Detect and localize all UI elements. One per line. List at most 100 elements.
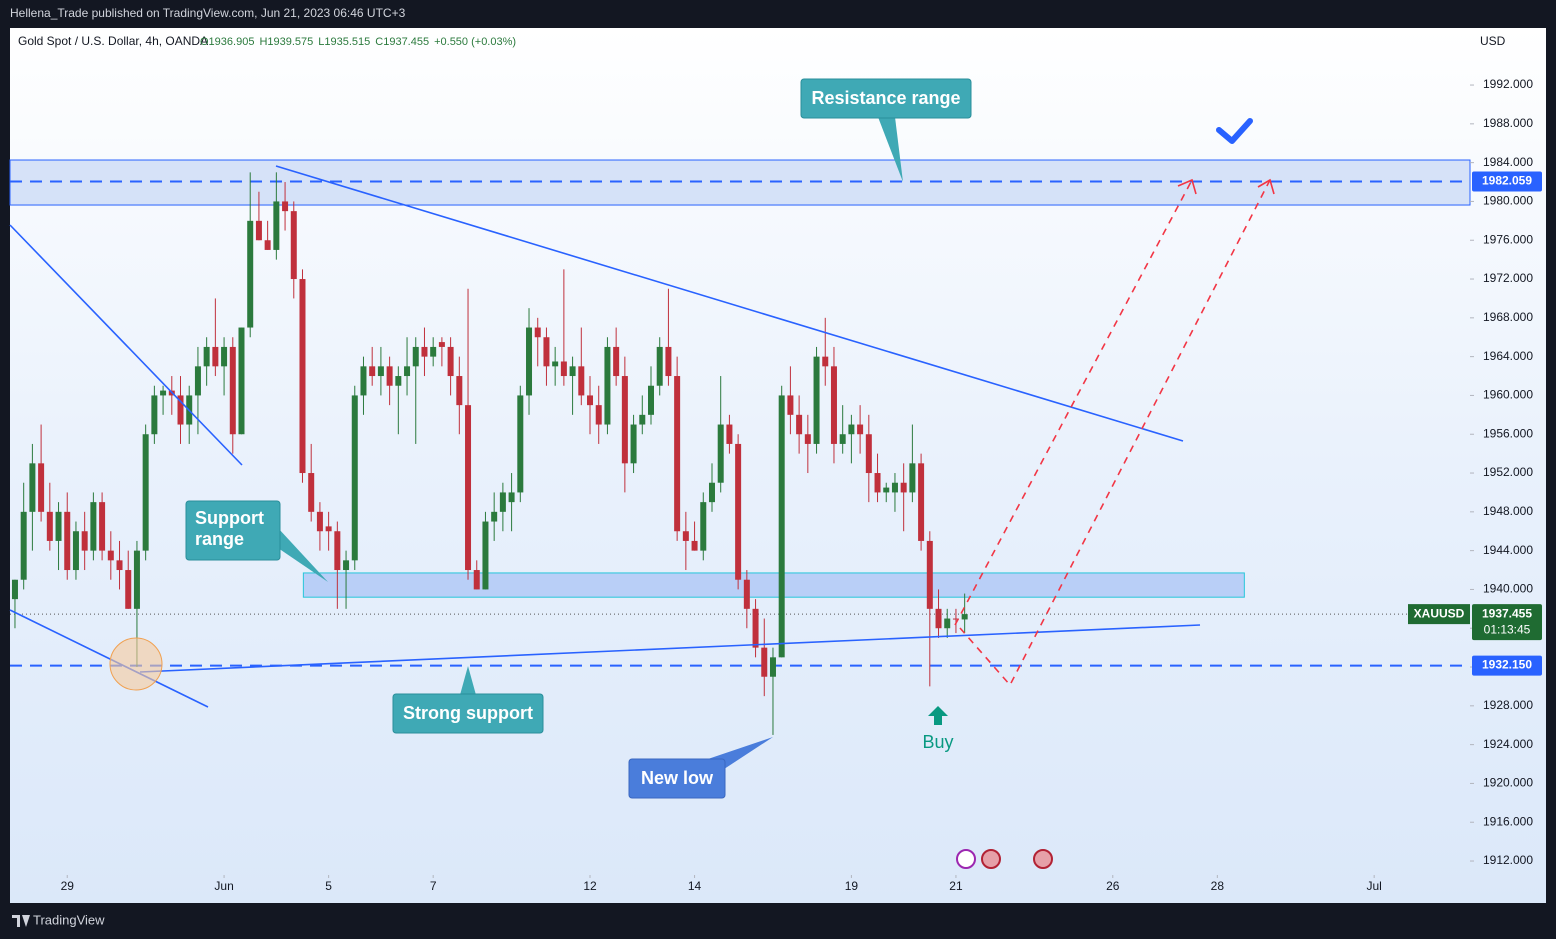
candle-body (491, 511, 498, 522)
candle-body (543, 337, 550, 367)
chart-area (10, 28, 1546, 903)
candle-body (647, 385, 654, 415)
x-tick-label: Jun (214, 879, 233, 893)
y-tick-label: 1972.000 (1483, 271, 1533, 285)
candle-body (20, 511, 27, 580)
y-tick-label: 1920.000 (1483, 776, 1533, 790)
price-tag-label: 1982.059 (1482, 174, 1532, 188)
countdown: 01:13:45 (1484, 622, 1531, 636)
y-tick-label: 1952.000 (1483, 465, 1533, 479)
y-tick-label: 1964.000 (1483, 349, 1533, 363)
candle-body (46, 511, 53, 541)
candle-body (682, 531, 689, 541)
candle-body (674, 376, 681, 532)
candle-body (865, 434, 872, 474)
y-tick-label: 1912.000 (1483, 853, 1533, 867)
drawings (9, 118, 1275, 708)
candle-body (142, 434, 149, 551)
resistance-zone (9, 159, 1471, 206)
candle-body (665, 346, 672, 377)
candle-body (691, 540, 698, 551)
x-tick-label: 14 (688, 879, 702, 893)
y-tick-label: 1916.000 (1483, 814, 1533, 828)
candle-body (11, 579, 18, 600)
x-tick-label: 5 (325, 879, 332, 893)
trend-line (9, 224, 243, 466)
callout-box (800, 78, 972, 119)
projection (954, 179, 1193, 626)
candle-body (421, 346, 428, 357)
candle-body (752, 608, 759, 648)
candle-body (369, 366, 376, 377)
callout-pointer (878, 117, 903, 182)
candle-body (290, 211, 297, 280)
candle-body (64, 511, 71, 571)
candle-body (743, 579, 750, 609)
candle-body (874, 473, 881, 493)
candle-body (813, 356, 820, 444)
candle-body (787, 395, 794, 415)
support-zone (302, 572, 1245, 598)
y-tick-label: 1988.000 (1483, 116, 1533, 130)
x-tick-label: 7 (430, 879, 437, 893)
callout-text: New low (641, 768, 714, 788)
candle-body (90, 502, 97, 551)
candle-body (107, 550, 114, 561)
trend-line (9, 609, 209, 708)
y-tick-label: 1984.000 (1483, 155, 1533, 169)
candle-body (395, 376, 402, 386)
y-tick-label: 1940.000 (1483, 582, 1533, 596)
y-tick-label: 1980.000 (1483, 194, 1533, 208)
candle-body (456, 376, 463, 406)
candle-body (935, 608, 942, 629)
symbol-title: Gold Spot / U.S. Dollar, 4h, OANDA (18, 34, 208, 48)
candle-body (717, 424, 724, 483)
logo-icon (12, 915, 30, 927)
candle-body (534, 327, 541, 338)
candle-body (891, 482, 898, 493)
candle-body (587, 395, 594, 406)
price-tag (1472, 655, 1542, 676)
arrow-head (1257, 178, 1275, 195)
candle-body (282, 201, 289, 212)
candle-body (560, 361, 567, 377)
candle-body (700, 502, 707, 551)
candle-body (264, 240, 271, 250)
candle-body (221, 346, 228, 367)
candle-body (804, 434, 811, 444)
callout-text: Resistance range (811, 88, 960, 108)
candle-body (944, 618, 951, 629)
candle-body (508, 492, 515, 503)
candle-body (830, 366, 837, 444)
legend-value: H1939.575 (259, 36, 313, 48)
candle-body (708, 482, 715, 503)
candle-body (639, 414, 646, 425)
y-tick-label: 1928.000 (1483, 698, 1533, 712)
callout-text: Support (195, 508, 264, 528)
candle-body (621, 376, 628, 464)
callout-pointer (278, 528, 328, 582)
candle-body (595, 405, 602, 425)
event-icon (981, 849, 1001, 869)
price-tag-label: 1932.150 (1482, 658, 1532, 672)
x-tick-label: 21 (949, 879, 963, 893)
candle-body (839, 434, 846, 444)
candle-body (160, 390, 167, 396)
candle-body (761, 647, 768, 677)
candle-body (133, 550, 140, 609)
candle-body (900, 482, 907, 493)
candle-body (72, 531, 79, 571)
legend-value: C1937.455 (375, 36, 429, 48)
candle-body (578, 366, 585, 396)
buy-arrow (928, 706, 948, 725)
symbol-tag: XAUUSD (1414, 606, 1465, 620)
buy-label: Buy (922, 732, 953, 752)
candle-body (308, 473, 315, 512)
price-tag-label: 1937.455 (1482, 606, 1532, 620)
trend-line (275, 165, 1184, 442)
y-tick-label: 1924.000 (1483, 737, 1533, 751)
candle-body (499, 492, 506, 512)
legend-value: O1936.905 (200, 36, 254, 48)
candle-body (343, 560, 350, 571)
candle-body (151, 395, 158, 435)
